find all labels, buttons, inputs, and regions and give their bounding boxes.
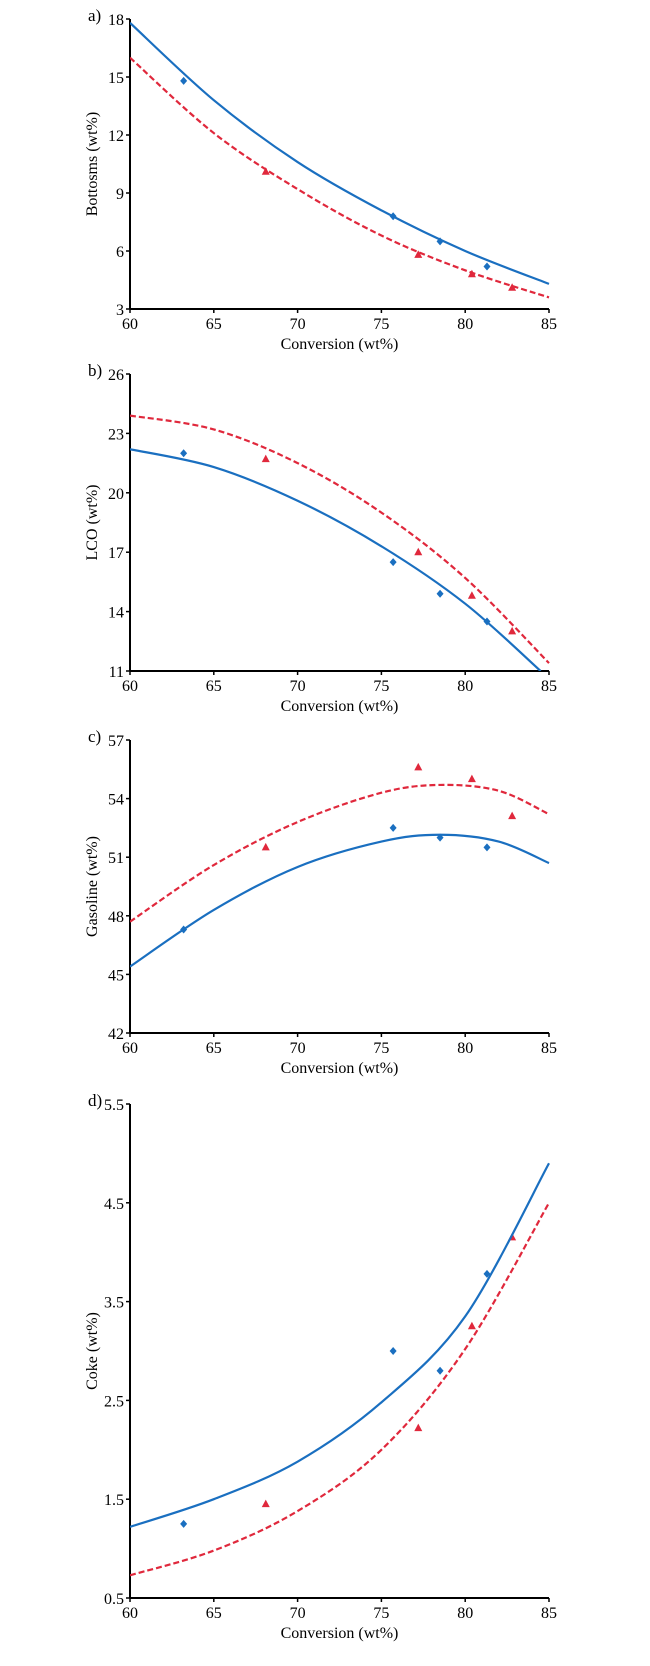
x-tick-label: 70: [290, 316, 306, 333]
y-tick-label: 5.5: [104, 1097, 124, 1114]
y-tick-label: 48: [108, 909, 124, 926]
blue-point: [436, 1366, 444, 1375]
red-point: [414, 547, 423, 556]
blue-curve: [130, 22, 550, 285]
blue-point: [180, 1519, 188, 1528]
blue-curve: [130, 833, 550, 968]
red-point: [261, 454, 270, 463]
x-tick-label: 80: [457, 1040, 473, 1057]
x-tick-label: 75: [373, 316, 389, 333]
y-tick-label: 2.5: [104, 1393, 124, 1410]
x-tick-label: 85: [541, 1605, 557, 1622]
chart-panel-c: c) 60 65 70 75 80 85 42 45 48 51 54 57 Conversion (wt…: [84, 727, 557, 1077]
red-point: [261, 1499, 270, 1508]
red-point: [261, 167, 270, 175]
red-point: [467, 1321, 476, 1330]
x-axis-label: Conversion (wt%): [281, 1625, 399, 1642]
blue-point: [180, 76, 188, 85]
x-tick-label: 85: [541, 316, 557, 333]
y-tick-label: 51: [108, 850, 124, 867]
y-tick-label: 11: [109, 664, 124, 681]
y-tick-label: 17: [108, 545, 124, 562]
x-tick-label: 85: [541, 1040, 557, 1057]
y-tick-label: 1.5: [104, 1492, 124, 1509]
chart-panel-d: d) 60 65 70 75 80 85 0.5 1.5 2.5 3.5 4.5 5.5 Conversi…: [84, 1091, 557, 1642]
red-point: [467, 591, 476, 599]
x-tick-label: 60: [122, 316, 138, 333]
chart-panel-a: a) 60 65 70 75 80 85 3 6 9 12 15 18 Conversion (wt%) B…: [84, 6, 557, 353]
panel-label: a): [88, 6, 101, 25]
red-curve: [130, 783, 550, 923]
blue-point: [389, 1347, 397, 1355]
y-tick-label: 45: [108, 967, 124, 984]
x-tick-label: 65: [206, 316, 222, 333]
red-curve: [130, 414, 550, 664]
red-point: [261, 842, 270, 851]
blue-point: [483, 843, 491, 852]
y-tick-label: 18: [108, 12, 124, 29]
red-point: [414, 762, 423, 771]
y-tick-label: 3: [116, 302, 124, 319]
x-tick-label: 65: [206, 1040, 222, 1057]
x-tick-label: 85: [541, 678, 557, 695]
red-point: [508, 626, 517, 635]
y-tick-label: 20: [108, 486, 124, 503]
blue-curve: [130, 1162, 550, 1528]
x-tick-label: 80: [457, 316, 473, 333]
blue-point: [436, 589, 444, 598]
x-tick-label: 75: [373, 678, 389, 695]
x-tick-label: 60: [122, 1605, 138, 1622]
x-tick-label: 80: [457, 678, 473, 695]
x-tick-label: 70: [290, 1040, 306, 1057]
blue-point: [483, 262, 491, 271]
y-tick-label: 4.5: [104, 1196, 124, 1213]
red-curve: [130, 1202, 550, 1577]
y-tick-label: 26: [108, 367, 124, 384]
y-tick-label: 9: [116, 186, 124, 203]
y-tick-label: 57: [108, 733, 124, 750]
red-point: [508, 283, 517, 291]
x-axis-label: Conversion (wt%): [281, 336, 399, 353]
x-tick-label: 60: [122, 678, 138, 695]
x-tick-label: 65: [206, 1605, 222, 1622]
y-tick-label: 0.5: [104, 1591, 124, 1608]
red-point: [414, 250, 423, 258]
x-tick-label: 75: [373, 1040, 389, 1057]
y-tick-label: 54: [108, 792, 124, 809]
red-point: [414, 1423, 423, 1432]
y-tick-label: 42: [108, 1026, 124, 1043]
panel-label: c): [88, 727, 101, 746]
blue-point: [389, 823, 397, 832]
x-axis-label: Conversion (wt%): [281, 698, 399, 715]
panel-label: b): [88, 361, 102, 380]
red-curve: [130, 56, 550, 299]
y-tick-label: 3.5: [104, 1295, 124, 1312]
x-tick-label: 70: [290, 678, 306, 695]
red-point: [467, 774, 476, 783]
x-tick-label: 65: [206, 678, 222, 695]
x-tick-label: 60: [122, 1040, 138, 1057]
blue-point: [389, 558, 397, 567]
y-tick-label: 15: [108, 70, 124, 87]
y-tick-label: 14: [108, 605, 124, 622]
x-tick-label: 75: [373, 1605, 389, 1622]
y-axis-label: Bottosms (wt%): [84, 112, 101, 216]
y-tick-label: 23: [108, 426, 124, 443]
x-axis-label: Conversion (wt%): [281, 1060, 399, 1077]
chart-panel-b: b) 60 65 70 75 80 85 11 14 17 20 23 26 Conversion (wt…: [84, 361, 557, 715]
blue-curve: [130, 448, 542, 671]
x-tick-label: 70: [290, 1605, 306, 1622]
y-axis-label: Coke (wt%): [84, 1312, 101, 1390]
y-axis-label: LCO (wt%): [84, 485, 101, 561]
red-point: [508, 811, 517, 820]
blue-point: [180, 449, 188, 458]
y-tick-label: 12: [108, 128, 124, 145]
y-axis-label: Gasoline (wt%): [84, 836, 101, 937]
panel-label: d): [88, 1091, 102, 1110]
x-tick-label: 80: [457, 1605, 473, 1622]
y-tick-label: 6: [116, 244, 124, 261]
